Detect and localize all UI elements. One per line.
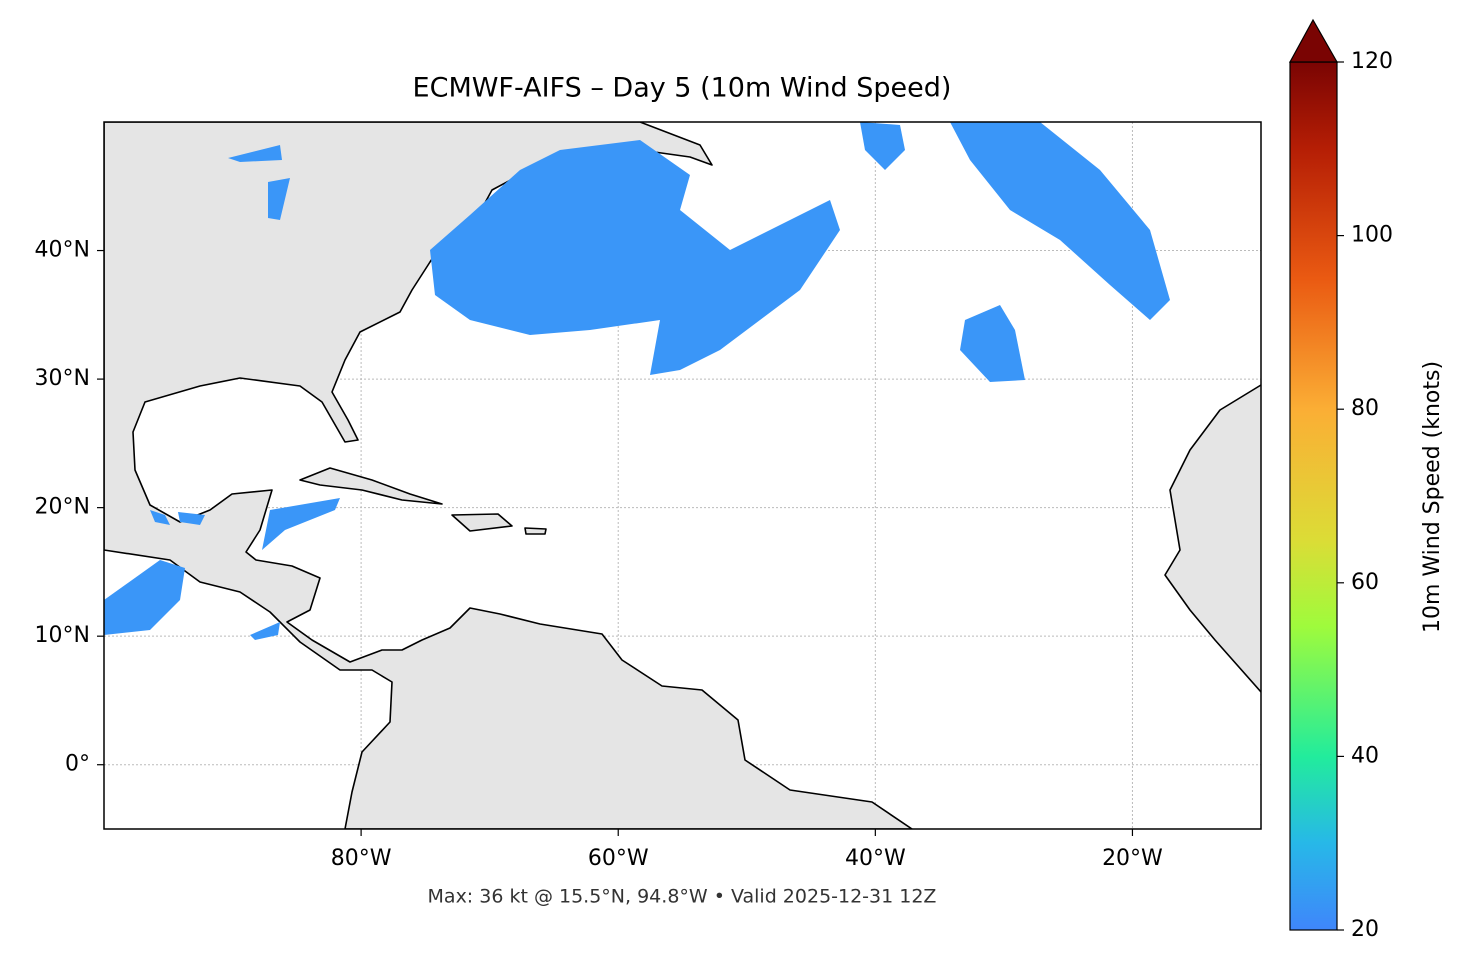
colorbar-tick-label: 20 (1351, 917, 1379, 942)
colorbar-extend (1288, 18, 1339, 63)
wind-area (960, 305, 1025, 382)
land-hispaniola (451, 513, 513, 532)
footnote: Max: 36 kt @ 15.5°N, 94.8°W • Valid 2025… (428, 886, 937, 908)
colorbar-tick-label: 40 (1351, 743, 1379, 768)
land-africa (1164, 384, 1261, 693)
colorbar-tick-label: 60 (1351, 570, 1379, 595)
y-tick-label: 30°N (35, 366, 90, 391)
land-cuba (299, 467, 443, 505)
land-puerto-rico (524, 527, 547, 535)
wind-area (430, 140, 840, 375)
chart-title: ECMWF-AIFS – Day 5 (10m Wind Speed) (413, 73, 952, 104)
x-tick-label: 60°W (588, 846, 649, 871)
x-tick-label: 40°W (845, 846, 906, 871)
x-tick-label: 80°W (331, 846, 392, 871)
map (104, 122, 1261, 829)
wind-area (104, 560, 185, 635)
y-tick-label: 40°N (35, 238, 90, 263)
colorbar (1289, 61, 1338, 931)
x-tick-label: 20°W (1102, 846, 1163, 871)
colorbar-tick-label: 120 (1351, 49, 1393, 74)
colorbar-tick-label: 100 (1351, 223, 1393, 248)
colorbar-label: 10m Wind Speed (knots) (1420, 361, 1445, 633)
y-tick-label: 10°N (35, 623, 90, 648)
y-tick-label: 0° (65, 752, 90, 777)
wind-area (150, 145, 290, 640)
wind-area (560, 162, 610, 178)
map-frame (103, 121, 1262, 830)
colorbar-tick-label: 80 (1351, 396, 1379, 421)
y-tick-label: 20°N (35, 495, 90, 520)
wind-area (860, 122, 905, 170)
wind-area (262, 498, 340, 550)
wind-area (950, 122, 1170, 320)
